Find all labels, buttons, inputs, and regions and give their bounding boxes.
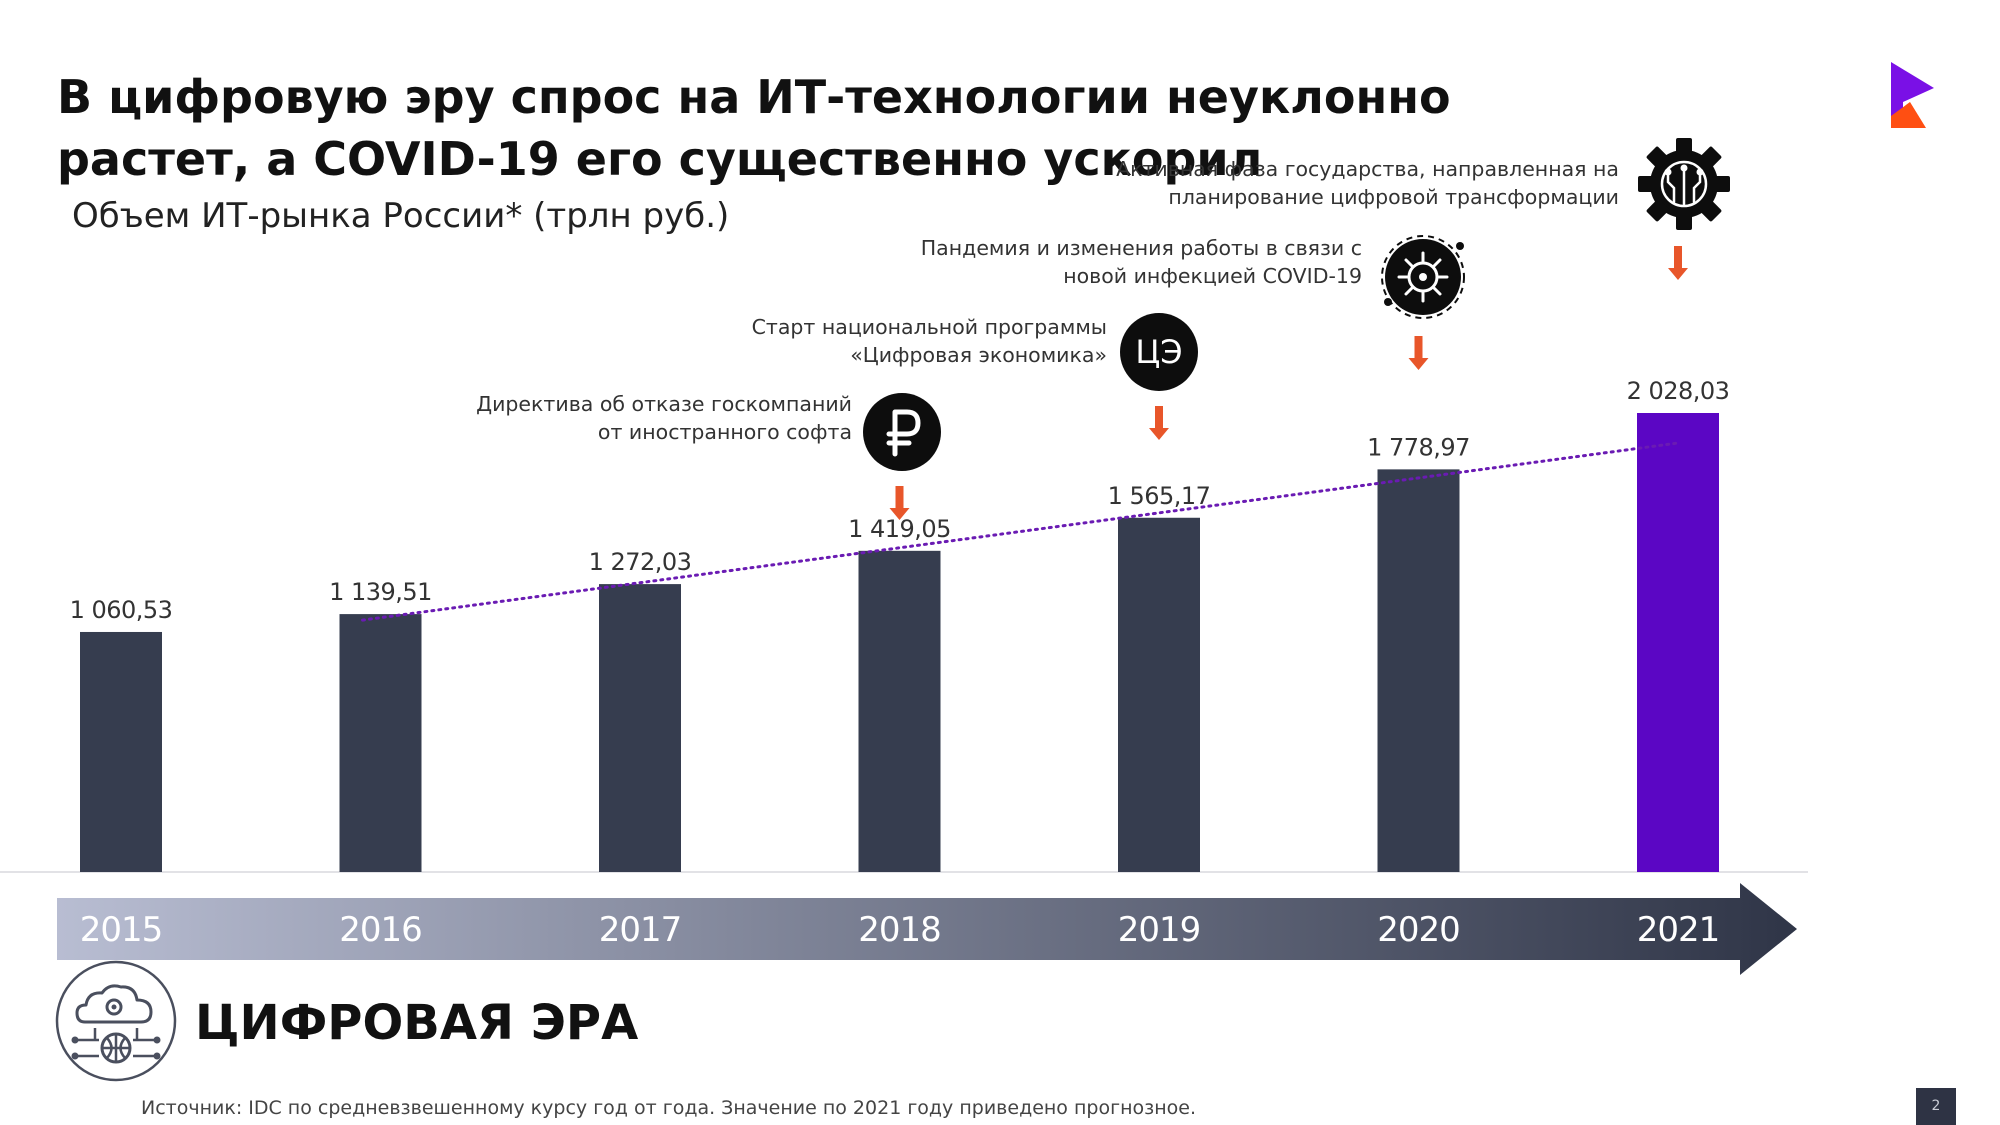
ruble-icon [863,393,941,471]
slide-title: В цифровую эру спрос на ИТ-технологии не… [57,70,1451,186]
virus-icon [1381,235,1465,319]
event-2020-line-1: Пандемия и изменения работы в связи с [920,236,1362,260]
x-tick-2016: 2016 [339,910,422,950]
event-arrow-2019 [1149,406,1169,440]
bar-2021 [1637,413,1719,872]
event-2021-line-1: Активная фаза государства, направленная … [1116,157,1619,181]
x-tick-2015: 2015 [80,910,163,950]
event-2020-line-2: новой инфекцией COVID-19 [1063,264,1362,288]
event-2020-text: Пандемия и изменения работы в связи с но… [921,234,1362,290]
event-arrow-2020 [1408,336,1429,370]
timeline-arrow [57,883,1797,975]
x-tick-2019: 2019 [1118,910,1201,950]
digital-economy-icon: ЦЭ [1120,313,1198,391]
bar-2016 [339,614,422,872]
value-label-2016: 1 139,51 [329,578,432,606]
x-tick-2021: 2021 [1637,910,1720,950]
event-2019-line-2: «Цифровая экономика» [850,343,1107,367]
bar-2015 [80,631,162,872]
event-2018-line-1: Директива об отказе госкомпаний [476,392,852,416]
value-label-2021: 2 028,03 [1627,377,1730,405]
era-label: ЦИФРОВАЯ ЭРА [195,995,639,1051]
event-2021-text: Активная фаза государства, направленная … [1116,155,1619,211]
event-2018-line-2: от иностранного софта [597,420,852,444]
bar-2017 [599,584,681,872]
value-label-2019: 1 565,17 [1108,482,1211,510]
bar-2019 [1118,517,1200,872]
chart-subtitle: Объем ИТ-рынка России* (трлн руб.) [72,196,730,236]
value-label-2017: 1 272,03 [589,548,692,576]
event-2019-text: Старт национальной программы «Цифровая э… [752,313,1107,369]
value-label-2015: 1 060,53 [70,596,173,624]
bar-2018 [858,550,941,872]
value-label-2020: 1 778,97 [1367,433,1470,461]
gear-circuit-icon [1638,138,1730,230]
event-arrow-2018 [889,486,910,520]
x-tick-2017: 2017 [599,910,682,950]
event-2021-line-2: планирование цифровой трансформации [1168,185,1619,209]
digital-economy-badge: ЦЭ [1135,333,1182,371]
brand-logo [1891,62,1934,128]
source-note: Источник: IDC по средневзвешенному курсу… [141,1097,1196,1119]
cloud-network-icon [55,960,177,1082]
event-2019-line-1: Старт национальной программы [751,315,1107,339]
trend-line [361,441,1680,622]
page-number: 2 [1916,1088,1956,1125]
event-2018-text: Директива об отказе госкомпаний от иност… [476,390,852,446]
x-tick-2020: 2020 [1377,910,1460,950]
bar-2020 [1377,469,1460,872]
x-tick-2018: 2018 [858,910,941,950]
event-arrow-2021 [1668,246,1688,280]
